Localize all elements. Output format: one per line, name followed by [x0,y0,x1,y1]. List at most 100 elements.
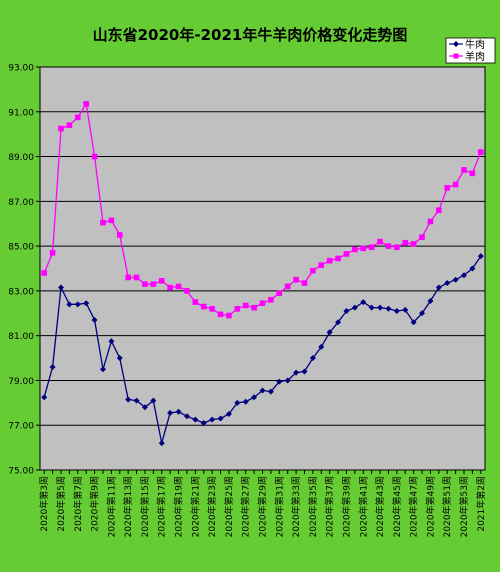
data-point-mutton [402,239,409,246]
data-point-mutton [259,300,266,307]
xtick-label: 2020年第33周 [290,476,302,537]
data-point-beef [108,338,115,345]
xtick-label: 2020年第49周 [424,476,436,537]
data-point-mutton [125,274,131,281]
data-point-mutton [360,245,367,252]
ytick-label: 89.00 [8,153,34,163]
xtick-label: 2020年第11周 [105,476,117,537]
data-point-beef [393,308,400,315]
ytick-label: 75.00 [8,467,34,477]
data-point-mutton [293,276,299,283]
data-point-mutton [150,281,157,287]
data-point-beef [251,394,258,401]
data-point-mutton [461,167,467,173]
data-point-mutton [158,278,165,284]
xtick-label: 2020年第31周 [273,476,285,537]
data-point-beef [91,316,98,323]
data-point-mutton [301,280,308,286]
plot-area [39,66,486,471]
data-point-beef [335,319,342,326]
data-point-mutton [167,284,173,291]
data-point-mutton [352,246,358,253]
ytick-label: 81.00 [8,332,34,342]
data-point-mutton [452,181,459,188]
data-point-beef [183,413,190,420]
data-point-mutton [142,281,148,287]
data-point-mutton [326,257,333,264]
data-point-beef [276,378,283,385]
data-point-beef [167,409,174,416]
xtick-label: 2020年第13周 [122,476,134,537]
xtick-label: 2020年第29周 [257,476,269,537]
data-point-beef [360,299,367,306]
data-point-beef [444,280,451,287]
data-point-beef [461,272,468,279]
data-point-mutton [276,290,283,296]
data-point-beef [326,329,333,336]
xtick-label: 2020年第37周 [324,476,336,537]
legend-box [445,37,496,64]
data-point-mutton [184,288,190,294]
legend-label-mutton: 羊肉 [465,50,485,63]
data-point-beef [74,301,81,308]
data-point-beef [66,301,73,308]
data-point-beef [209,416,216,423]
xtick-label: 2020年第21周 [189,476,201,537]
data-point-mutton [234,306,241,312]
data-point-mutton [83,101,89,107]
data-point-beef [469,265,476,272]
xtick-label: 2020年第5周 [55,476,67,532]
xtick-label: 2020年第41周 [357,476,369,537]
data-point-beef [385,305,392,312]
data-point-beef [435,284,442,291]
data-point-mutton [100,219,106,226]
data-point-mutton [108,217,115,224]
xtick-label: 2021年第2周 [475,476,487,532]
data-point-mutton [66,122,73,129]
data-point-beef [234,399,241,406]
legend: 牛肉 羊肉 [445,37,496,64]
data-point-mutton [192,299,199,305]
data-point-mutton [318,262,325,268]
data-point-mutton [469,170,476,177]
data-point-mutton [335,255,341,262]
data-point-beef [284,377,291,384]
data-point-beef [83,300,90,307]
data-point-mutton [436,207,442,214]
data-point-beef [293,369,300,376]
data-point-beef [318,343,325,350]
data-point-beef [225,411,232,418]
ytick-label: 91.00 [8,108,34,118]
data-point-beef [452,276,459,283]
data-point-beef [99,366,106,373]
data-point-beef [192,416,199,423]
xtick-label: 2020年第15周 [139,476,151,537]
xtick-label: 2020年第3周 [38,476,50,532]
data-point-beef [242,398,249,405]
data-point-mutton [58,125,64,132]
data-point-beef [368,304,375,311]
xtick-label: 2020年第9周 [89,476,101,532]
data-point-beef [125,396,132,403]
x-axis-ticks: 2020年第3周 2020年第5周 2020年第7周 2020年第9周 2020年第11… [38,470,487,537]
data-point-mutton [175,283,182,290]
ytick-label: 83.00 [8,287,34,297]
data-point-mutton [91,153,98,160]
data-point-beef [301,368,308,375]
ytick-label: 85.00 [8,243,34,253]
xtick-label: 2020年第43周 [374,476,386,537]
data-point-mutton [251,304,257,311]
data-point-mutton [385,243,392,249]
data-point-mutton [226,312,232,319]
data-point-beef [217,415,224,422]
data-point-beef [41,394,48,401]
data-point-beef [200,419,207,426]
xtick-label: 2020年第23周 [206,476,218,537]
data-point-beef [158,440,165,447]
xtick-label: 2020年第27周 [240,476,252,537]
xtick-label: 2020年第51周 [441,476,453,537]
xtick-label: 2020年第17周 [156,476,168,537]
data-point-mutton [209,306,215,312]
data-point-beef [133,397,140,404]
